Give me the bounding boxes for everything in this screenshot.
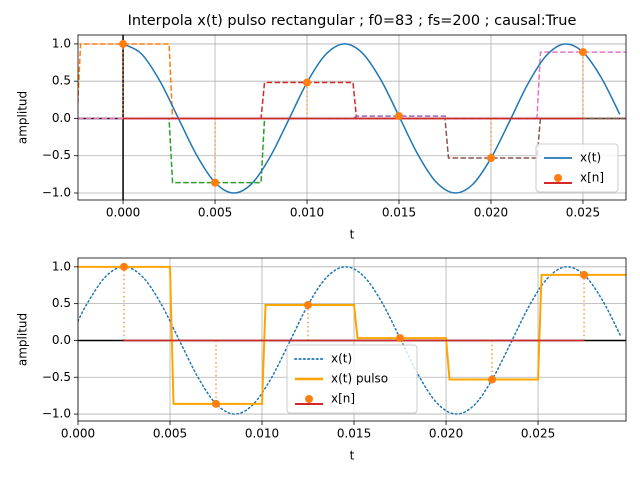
y-tick-label: −1.0	[42, 185, 71, 199]
x-tick-label: 0.010	[245, 427, 279, 441]
legend: x(t) x(t) pulso x[n]	[286, 344, 418, 414]
stem-marker	[120, 262, 129, 271]
legend: x(t) x[n]	[535, 143, 619, 193]
x-tick-label: 0.015	[337, 427, 371, 441]
stem-marker	[578, 48, 587, 57]
chart-title: Interpola x(t) pulso rectangular ; f0=83…	[128, 13, 577, 29]
stem-marker	[488, 375, 497, 384]
subplot: Interpola x(t) pulso rectangular ; f0=83…	[16, 13, 627, 242]
legend-swatch	[305, 395, 313, 403]
y-tick-label: 1.0	[52, 36, 71, 50]
plot-area	[78, 35, 626, 200]
x-tick-label: 0.025	[521, 427, 555, 441]
stem-marker	[486, 154, 495, 163]
y-axis-label: amplitud	[16, 313, 30, 366]
stem-marker	[580, 270, 589, 279]
legend-label: x[n]	[580, 171, 604, 185]
x-tick-label: 0.015	[382, 206, 416, 220]
stem-marker	[303, 78, 312, 87]
x-tick-label: 0.020	[429, 427, 463, 441]
plot-area	[78, 262, 626, 415]
stem-marker	[304, 300, 313, 309]
x-tick-label: 0.005	[198, 206, 232, 220]
y-tick-label: −1.0	[42, 407, 71, 421]
y-tick-label: −0.5	[42, 370, 71, 384]
x-tick-label: 0.020	[474, 206, 508, 220]
stem-marker	[211, 178, 220, 187]
x-tick-label: 0.005	[153, 427, 187, 441]
x-tick-label: 0.025	[566, 206, 600, 220]
legend-box	[286, 344, 418, 414]
legend-label: x(t)	[331, 352, 352, 366]
stem-marker	[396, 334, 405, 343]
legend-box	[535, 143, 619, 193]
x-axis-label: t	[350, 228, 355, 242]
legend-label: x(t) pulso	[331, 372, 388, 386]
y-tick-label: 0.0	[52, 333, 71, 347]
subplot: 0.000 0.005 0.010 0.015 0.020 0.025 −1.0 −0.5 0.…	[16, 257, 627, 463]
line	[122, 43, 621, 194]
stem-marker	[395, 112, 404, 121]
line	[78, 266, 622, 415]
y-tick-label: 0.0	[52, 111, 71, 125]
x-axis-label: t	[350, 449, 355, 463]
pulse-line	[78, 265, 626, 405]
y-tick-label: 0.5	[52, 296, 71, 310]
x-tick-label: 0.000	[106, 206, 140, 220]
x-tick-label: 0.010	[290, 206, 324, 220]
legend-label: x(t)	[580, 151, 601, 165]
axes-frame	[77, 34, 627, 201]
y-axis-label: amplitud	[16, 91, 30, 144]
stem-marker	[119, 39, 128, 48]
y-tick-label: 0.5	[52, 74, 71, 88]
stem-marker	[212, 399, 221, 408]
legend-swatch	[554, 174, 562, 182]
legend-label: x[n]	[331, 392, 355, 406]
y-tick-label: 1.0	[52, 259, 71, 273]
axes-frame	[77, 257, 627, 422]
x-tick-label: 0.000	[61, 427, 95, 441]
y-tick-label: −0.5	[42, 148, 71, 162]
